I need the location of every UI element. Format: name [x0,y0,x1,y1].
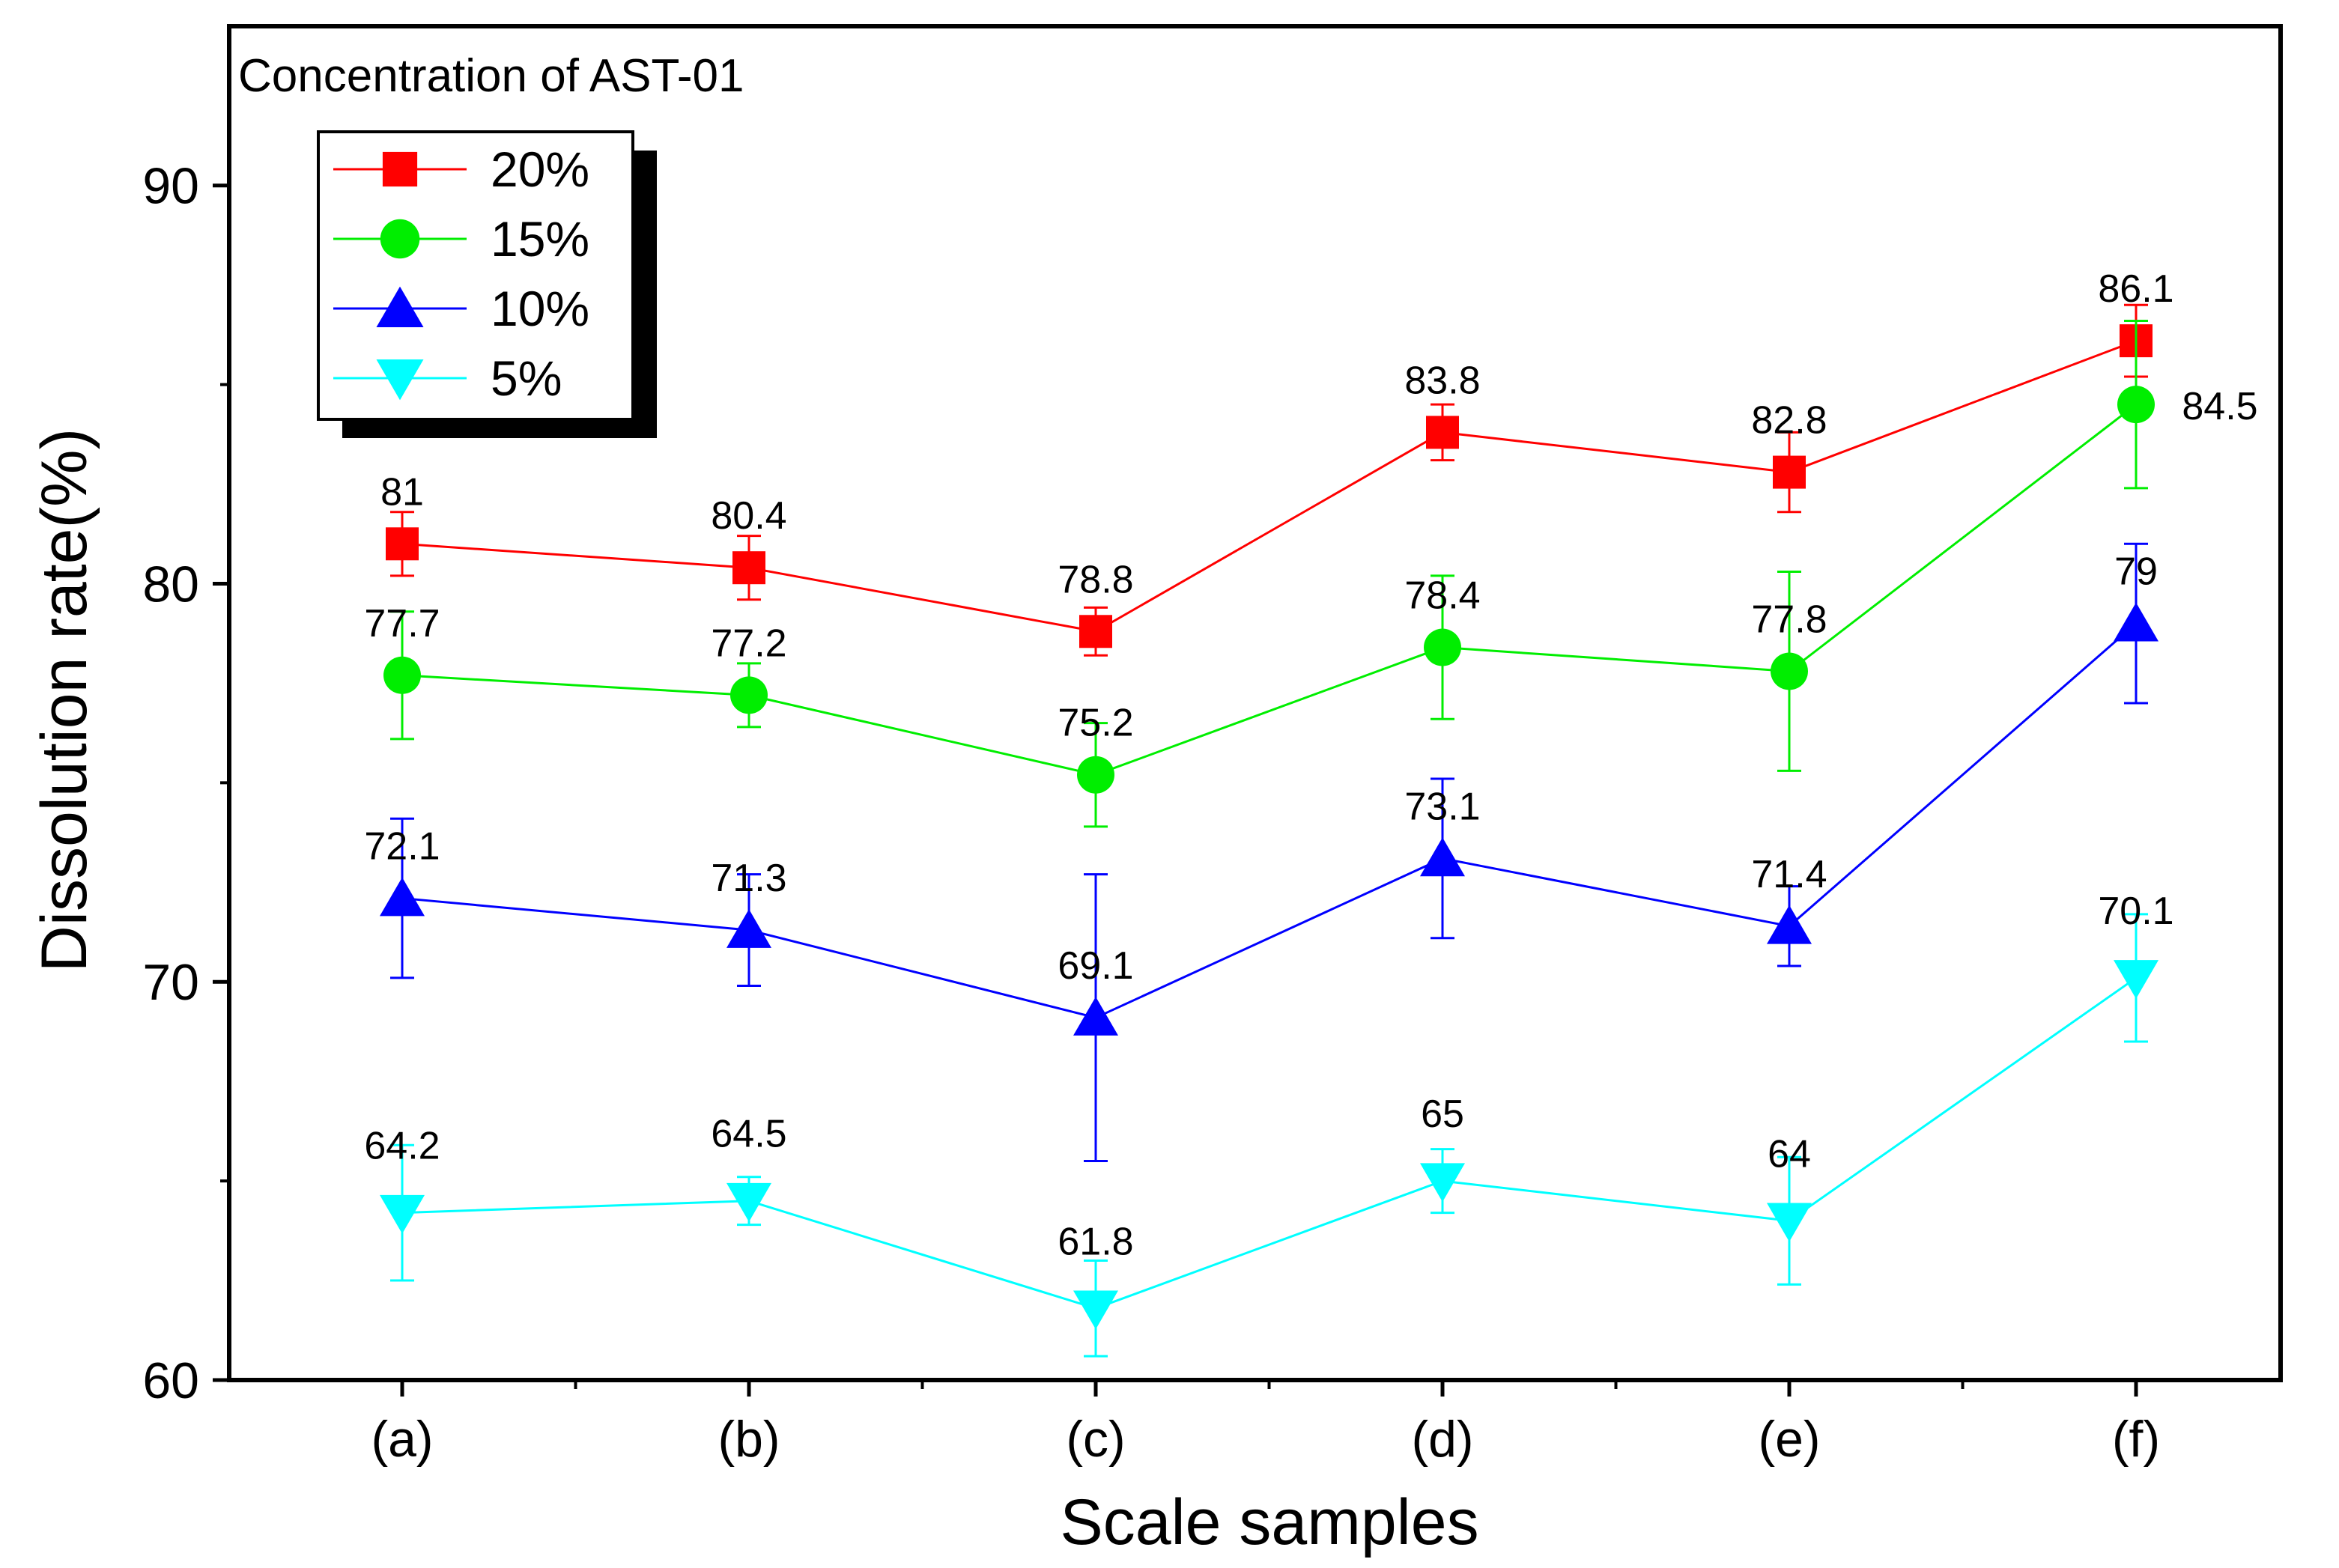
axes: 60 70 80 90 (a) (b) (c) (d) (e) (f) [142,158,2160,1468]
legend-label: 15% [491,211,589,267]
data-label: 78.4 [1404,574,1480,618]
marker-triangle-down [726,1182,771,1222]
y-tick-label: 60 [142,1352,199,1409]
marker-square [1773,455,1806,489]
y-axis-title: Dissolution rate(%) [28,428,100,972]
y-tick-label: 90 [142,158,199,215]
marker-square [1426,416,1459,449]
series-layer [380,303,2159,1358]
marker-triangle-down [376,359,424,401]
x-tick-label: (e) [1758,1411,1820,1468]
marker-triangle-up [1073,997,1118,1036]
marker-circle [380,219,420,259]
series-line [401,622,2137,1019]
data-label: 80.4 [711,494,786,538]
marker-circle [383,656,421,694]
data-label: 71.3 [711,857,786,900]
series-20pct [386,303,2153,657]
legend-item: 5% [333,350,562,406]
x-tick-label: (d) [1411,1411,1473,1468]
legend-label: 5% [491,350,562,406]
marker-square [382,151,418,187]
marker-triangle-up [1767,905,1812,944]
legend-label: 10% [491,281,589,336]
series-line [401,976,2137,1310]
data-label: 65 [1421,1093,1464,1136]
x-axis-title: Scale samples [1060,1486,1478,1558]
y-tick-label: 80 [142,556,199,613]
marker-triangle-down [380,1194,425,1234]
data-label: 64.5 [711,1113,786,1156]
marker-triangle-down [1073,1290,1118,1330]
legend-item: 20% [333,142,589,197]
marker-triangle-up [380,877,425,917]
data-label: 79 [2114,550,2158,594]
y-tick-label: 70 [142,954,199,1011]
marker-triangle-up [1420,837,1465,877]
data-label: 64 [1768,1132,1811,1176]
series-5pct [380,913,2159,1358]
data-label: 61.8 [1058,1220,1133,1263]
data-label: 77.2 [711,622,786,665]
marker-triangle-up [726,909,771,948]
marker-triangle-up [376,286,424,327]
marker-square [386,527,419,561]
data-label: 70.1 [2098,890,2173,933]
series-line [401,339,2137,633]
marker-triangle-up [2114,602,2159,642]
x-tick-label: (f) [2112,1411,2160,1468]
data-label: 84.5 [2182,385,2257,428]
data-label: 77.7 [364,602,440,645]
marker-circle [1077,756,1114,794]
chart-title: Concentration of AST-01 [238,50,744,102]
marker-triangle-down [1420,1163,1465,1203]
marker-circle [2117,386,2155,424]
x-tick-label: (c) [1066,1411,1125,1468]
data-label: 81 [380,470,424,514]
marker-circle [1771,652,1808,690]
data-label: 82.8 [1751,399,1827,443]
data-label: 72.1 [364,825,440,869]
legend-item: 10% [333,281,589,336]
series-line [401,403,2137,777]
marker-circle [730,676,768,714]
data-label: 83.8 [1404,359,1480,402]
x-tick-label: (b) [718,1411,780,1468]
data-label: 77.8 [1751,598,1827,641]
marker-circle [1424,628,1461,666]
legend: 20% 15% 10% 5% [317,130,657,438]
series-10pct [380,542,2159,1163]
legend-item: 15% [333,211,589,267]
legend-box [317,130,634,421]
data-label: 69.1 [1058,944,1133,988]
marker-square [732,551,765,585]
data-label: 75.2 [1058,702,1133,745]
data-label: 71.4 [1751,853,1827,896]
data-label: 78.8 [1058,558,1133,601]
data-label: 86.1 [2098,267,2173,311]
x-tick-label: (a) [371,1411,433,1468]
series-15pct [383,320,2155,828]
data-label: 73.1 [1404,785,1480,828]
data-label-layer: 81 80.4 78.8 83.8 82.8 86.1 77.7 77.2 75.2 78.4 77… [364,267,2257,1263]
plot-frame [227,24,2283,1382]
marker-triangle-down [1767,1203,1812,1242]
marker-square [1079,615,1112,648]
data-label: 64.2 [364,1125,440,1168]
legend-label: 20% [491,142,589,197]
marker-triangle-down [2114,960,2159,999]
